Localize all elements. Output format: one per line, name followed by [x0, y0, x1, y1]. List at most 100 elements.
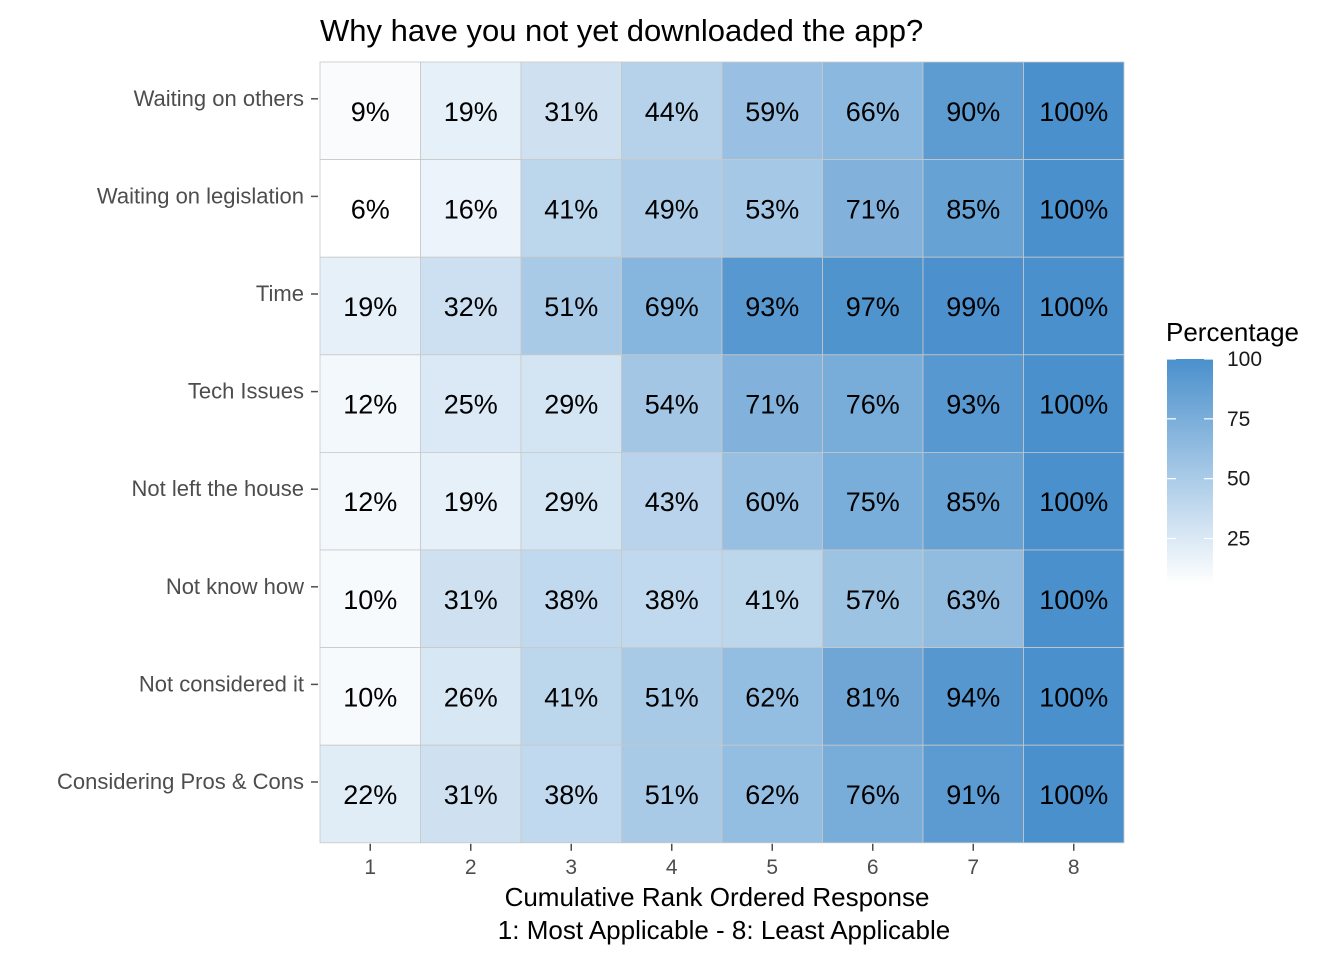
cell-value-label: 66%: [846, 97, 900, 127]
heatmap-cell: [922, 647, 1024, 746]
cell-value-label: 76%: [846, 390, 900, 420]
cell-value-label: 51%: [645, 780, 699, 810]
cell-value-label: 63%: [946, 585, 1000, 615]
cell-value-label: 12%: [343, 390, 397, 420]
cell-value-label: 10%: [343, 585, 397, 615]
heatmap-cell: [420, 744, 522, 844]
cell-value-label: 75%: [846, 487, 900, 517]
cell-value-label: 57%: [846, 585, 900, 615]
y-axis-tick-label: Tech Issues: [188, 379, 304, 404]
heatmap-cell: [1023, 256, 1125, 356]
chart-title: Why have you not yet downloaded the app?: [320, 13, 923, 48]
heatmap-cell: [319, 744, 421, 844]
y-axis-tick-label: Waiting on legislation: [97, 183, 304, 208]
heatmap-cell: [319, 61, 421, 160]
heatmap-cell: [1023, 451, 1125, 551]
heatmap-cell: [822, 549, 924, 648]
x-axis-tick-label: 6: [867, 856, 879, 879]
cell-value-label: 93%: [946, 390, 1000, 420]
cell-value-label: 97%: [846, 292, 900, 322]
cell-value-label: 76%: [846, 780, 900, 810]
heatmap-cell: [621, 744, 723, 844]
cell-value-label: 29%: [544, 487, 598, 517]
heatmap-cell: [721, 354, 823, 453]
cell-value-label: 62%: [745, 682, 799, 712]
x-axis-labels: 1 2 3 4 5 6 7 8: [364, 843, 1080, 879]
heatmap-cell: [922, 354, 1024, 453]
heatmap-cell: [420, 61, 522, 160]
legend-colorbar: [1167, 359, 1213, 584]
cell-value-label: 41%: [544, 194, 598, 224]
heatmap-cell: [520, 451, 622, 551]
heatmap-cell: [420, 159, 522, 258]
heatmap-cell: [721, 451, 823, 551]
cell-value-label: 41%: [745, 585, 799, 615]
legend-ticks: 25 50 75 100: [1167, 348, 1262, 551]
heatmap-cell: [319, 256, 421, 356]
cell-value-label: 22%: [343, 780, 397, 810]
heatmap-cell: [1023, 744, 1125, 844]
x-axis-tick-label: 7: [967, 856, 979, 879]
y-axis-labels: Waiting on others Waiting on legislation T…: [57, 86, 318, 794]
heatmap-cell: [520, 256, 622, 356]
heatmap-cell: [520, 354, 622, 453]
cell-value-label: 90%: [946, 97, 1000, 127]
cell-value-label: 51%: [645, 682, 699, 712]
heatmap-cell: [319, 647, 421, 746]
heatmap-cell: [721, 744, 823, 844]
cell-value-label: 10%: [343, 682, 397, 712]
heatmap-cell: [721, 61, 823, 160]
heatmap-cell: [420, 647, 522, 746]
heatmap-cell: [621, 256, 723, 356]
heatmap-cell: [420, 549, 522, 648]
heatmap-cell: [621, 61, 723, 160]
heatmap-cell: [822, 159, 924, 258]
heatmap-cell: [822, 61, 924, 160]
heatmap-cell: [922, 451, 1024, 551]
cell-value-label: 99%: [946, 292, 1000, 322]
x-axis-tick-label: 5: [766, 856, 778, 879]
heatmap-cell: [520, 647, 622, 746]
y-axis-tick-label: Waiting on others: [134, 86, 304, 111]
heatmap-cell: [822, 256, 924, 356]
cell-value-label: 26%: [444, 682, 498, 712]
cell-value-label: 31%: [444, 585, 498, 615]
cell-value-label: 12%: [343, 487, 397, 517]
y-axis-tick-label: Considering Pros & Cons: [57, 769, 304, 794]
heatmap-cell: [520, 744, 622, 844]
heatmap-cell: [319, 354, 421, 453]
cell-value-label: 69%: [645, 292, 699, 322]
heatmap-cell: [922, 549, 1024, 648]
legend-tick-label: 25: [1227, 528, 1250, 551]
cell-value-label: 38%: [645, 585, 699, 615]
x-axis-tick-label: 2: [465, 856, 477, 879]
cell-value-label: 71%: [846, 194, 900, 224]
legend-tick-label: 75: [1227, 408, 1250, 431]
y-axis-tick-label: Not considered it: [139, 671, 304, 696]
cell-value-label: 19%: [444, 97, 498, 127]
heatmap-cell: [822, 451, 924, 551]
cell-value-label: 54%: [645, 390, 699, 420]
cell-value-label: 43%: [645, 487, 699, 517]
legend-tick-label: 50: [1227, 468, 1250, 491]
cell-value-label: 59%: [745, 97, 799, 127]
cell-value-label: 38%: [544, 780, 598, 810]
y-axis-tick-label: Not know how: [166, 574, 304, 599]
heatmap-cell: [922, 256, 1024, 356]
cell-value-label: 100%: [1039, 682, 1108, 712]
cell-value-label: 100%: [1039, 194, 1108, 224]
cell-value-label: 44%: [645, 97, 699, 127]
cell-value-label: 100%: [1039, 487, 1108, 517]
x-axis-tick-label: 8: [1068, 856, 1080, 879]
x-axis-tick-label: 1: [364, 856, 376, 879]
heatmap-cell: [721, 549, 823, 648]
cell-value-label: 71%: [745, 390, 799, 420]
heatmap-cell: [922, 159, 1024, 258]
cell-value-label: 9%: [351, 97, 390, 127]
cell-value-label: 25%: [444, 390, 498, 420]
cell-value-label: 49%: [645, 194, 699, 224]
color-legend: Percentage 25 50 75 100: [1166, 317, 1299, 584]
cell-value-label: 100%: [1039, 780, 1108, 810]
x-axis-tick-label: 4: [666, 856, 678, 879]
y-axis-tick-label: Time: [256, 281, 304, 306]
